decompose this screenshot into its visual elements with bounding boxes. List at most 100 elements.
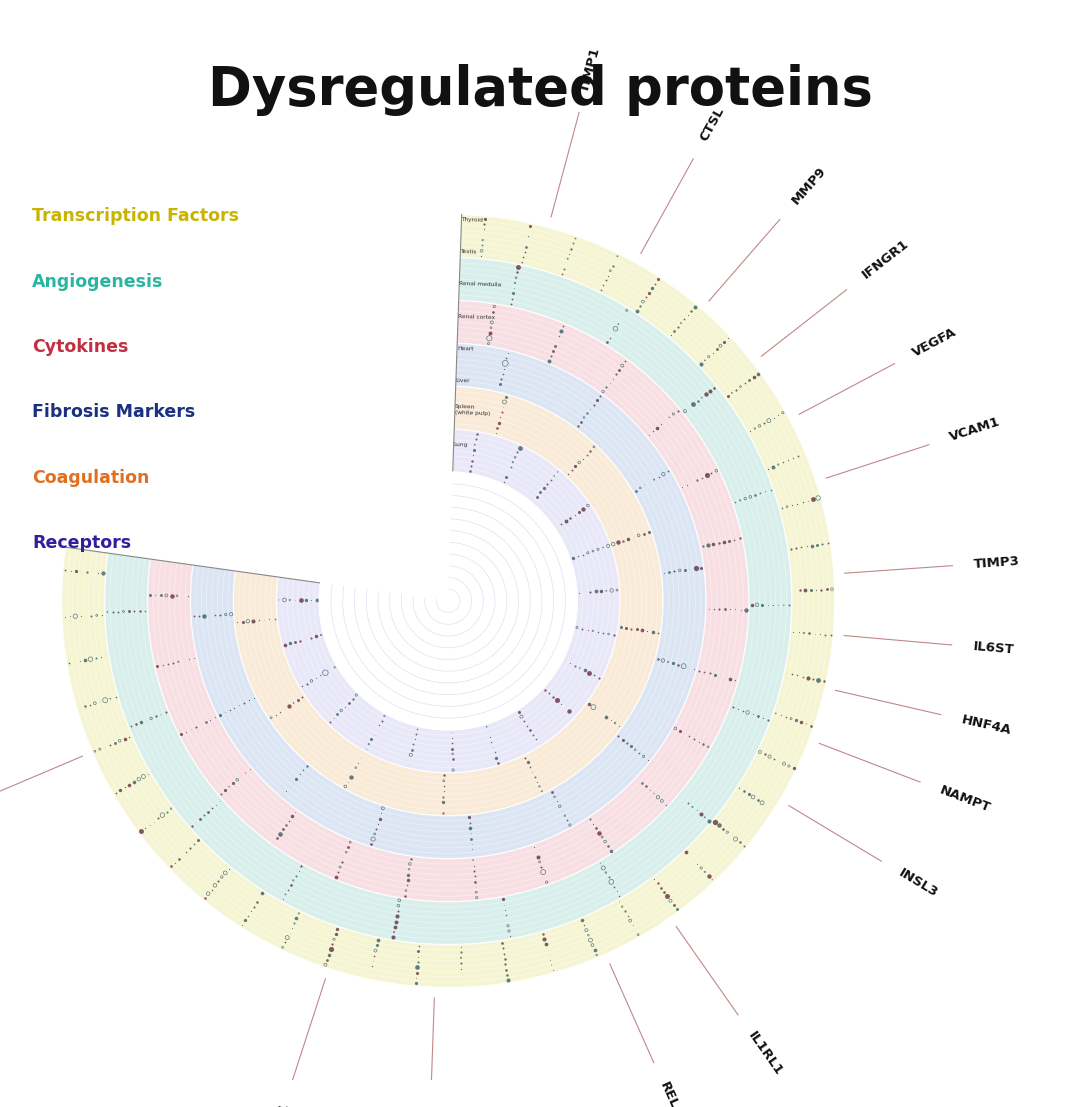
Point: [389, 902, 406, 920]
Point: [178, 842, 195, 860]
Point: [697, 863, 714, 881]
Point: [495, 399, 512, 416]
Point: [462, 830, 480, 848]
Point: [271, 825, 288, 842]
Point: [690, 733, 707, 751]
Point: [81, 696, 98, 714]
Point: [646, 275, 663, 292]
Point: [750, 365, 767, 383]
Point: [636, 476, 653, 494]
Point: [125, 773, 143, 790]
Point: [491, 408, 509, 426]
Point: [499, 917, 516, 934]
Point: [798, 715, 815, 733]
Point: [320, 945, 337, 963]
Point: [107, 784, 124, 801]
Point: [285, 694, 302, 712]
Point: [611, 887, 629, 904]
Point: [744, 788, 761, 806]
Point: [360, 735, 377, 753]
Point: [337, 777, 354, 795]
Point: [507, 275, 524, 292]
Point: [484, 308, 501, 325]
Point: [388, 908, 405, 925]
Point: [752, 743, 769, 761]
Point: [780, 757, 797, 775]
Point: [363, 836, 380, 853]
Point: [195, 607, 213, 624]
Point: [366, 946, 383, 964]
Point: [608, 581, 625, 599]
Point: [632, 479, 649, 497]
Point: [467, 878, 484, 896]
Point: [298, 675, 315, 693]
Point: [809, 536, 826, 554]
Point: [220, 778, 238, 796]
Point: [576, 662, 593, 680]
Point: [579, 544, 596, 561]
Point: [332, 858, 349, 876]
Point: [173, 725, 190, 743]
Point: [399, 877, 416, 894]
Point: [711, 600, 728, 618]
Point: [324, 935, 341, 953]
Point: [213, 868, 230, 886]
Point: [549, 793, 566, 810]
Point: [162, 858, 179, 876]
Point: [391, 891, 408, 909]
Point: [286, 633, 303, 651]
Point: [540, 945, 557, 963]
Point: [233, 917, 251, 934]
Point: [745, 369, 762, 386]
Point: [624, 917, 642, 934]
Point: [72, 607, 90, 624]
Point: [681, 560, 699, 578]
Point: [487, 424, 504, 442]
Point: [689, 856, 706, 873]
Point: [297, 630, 314, 648]
Point: [56, 608, 73, 625]
Point: [516, 244, 534, 261]
Point: [794, 494, 811, 511]
Point: [812, 581, 829, 599]
Point: [692, 805, 710, 823]
Point: [281, 778, 298, 796]
Point: [93, 649, 110, 666]
Point: [620, 530, 637, 548]
Point: [676, 310, 693, 328]
Point: [705, 379, 723, 396]
Point: [649, 875, 666, 892]
Point: [444, 745, 461, 763]
Point: [681, 848, 699, 866]
Point: [761, 747, 779, 765]
Point: [453, 954, 470, 972]
Point: [697, 352, 714, 370]
Point: [785, 759, 802, 777]
Point: [568, 619, 585, 637]
Point: [350, 754, 367, 772]
Point: [635, 525, 652, 542]
Text: Coagulation: Coagulation: [32, 468, 150, 487]
Point: [275, 591, 293, 609]
Point: [613, 731, 631, 748]
Point: [497, 387, 514, 405]
Point: [278, 782, 295, 799]
Point: [784, 496, 801, 514]
Point: [660, 653, 677, 671]
Point: [669, 900, 686, 918]
Point: [692, 355, 710, 373]
Point: [363, 731, 380, 748]
Point: [679, 795, 697, 813]
Point: [270, 591, 287, 609]
Point: [190, 608, 207, 625]
Point: [553, 515, 570, 532]
Point: [302, 629, 320, 646]
Point: [694, 735, 712, 753]
Point: [102, 690, 119, 707]
Point: [316, 955, 334, 973]
Point: [407, 974, 424, 992]
Point: [689, 392, 706, 410]
Point: [217, 606, 234, 623]
Point: [728, 381, 745, 399]
Text: Renal medulla: Renal medulla: [459, 281, 501, 288]
